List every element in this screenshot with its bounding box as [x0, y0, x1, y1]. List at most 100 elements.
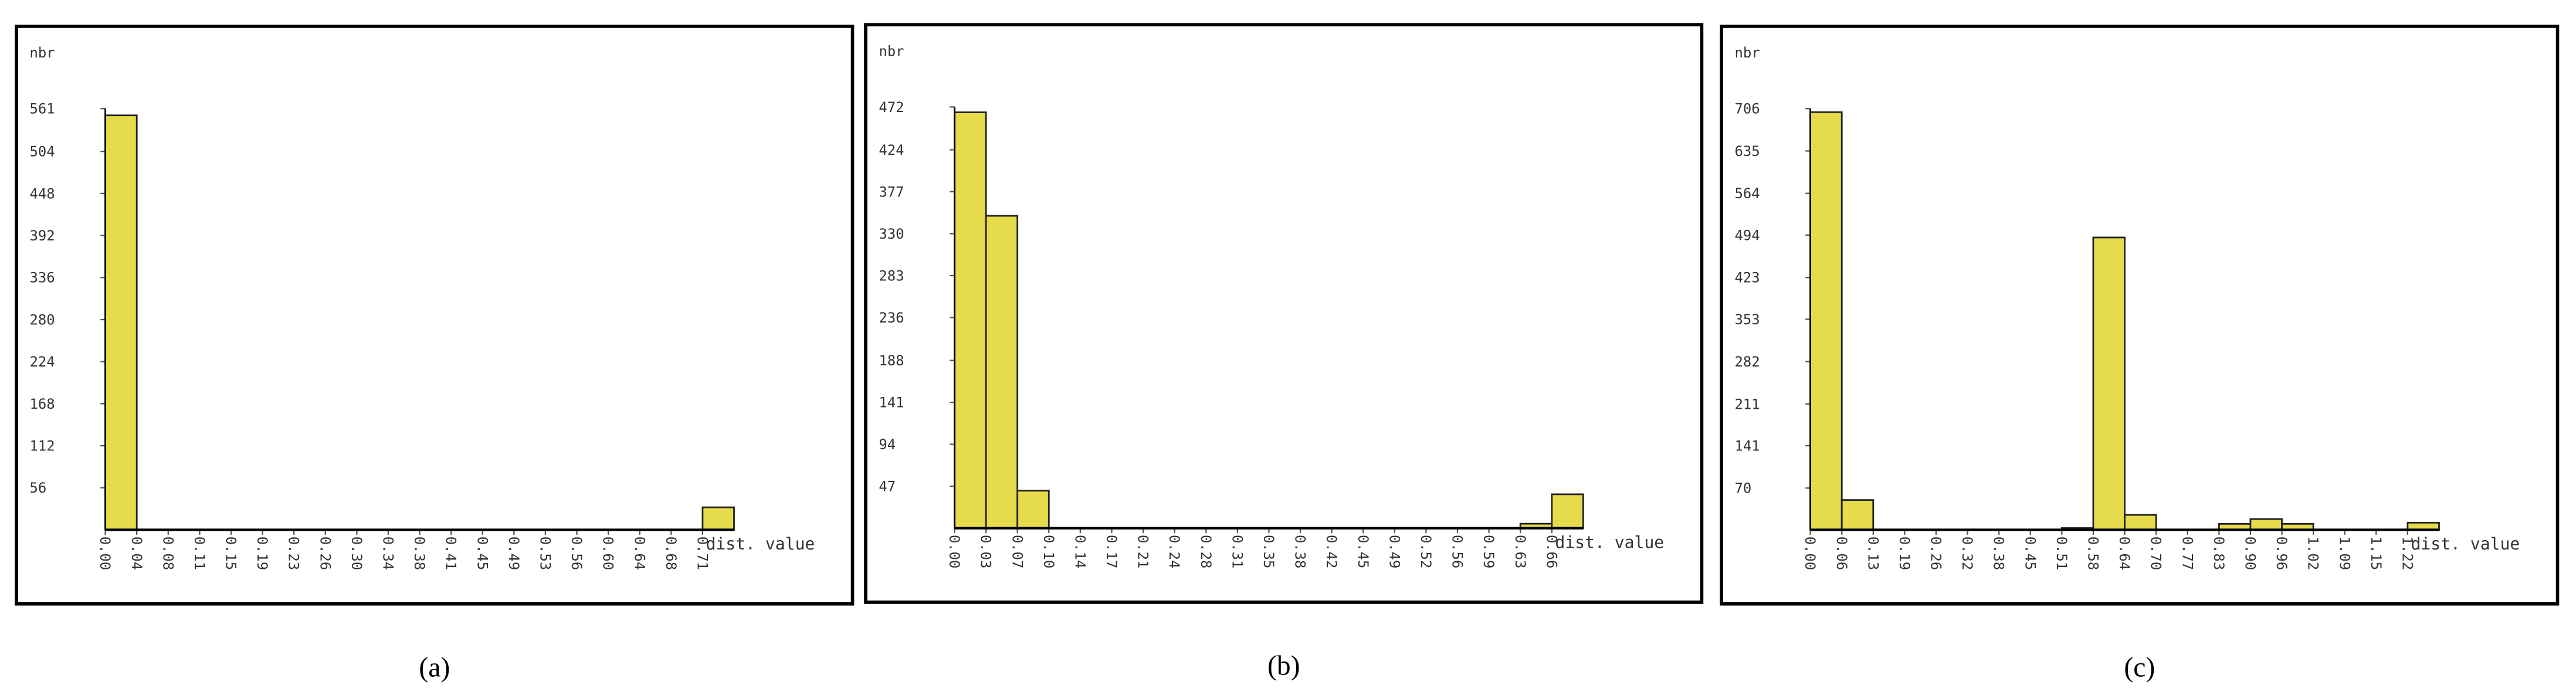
y-tick-label: 168	[30, 396, 55, 412]
bar	[1016, 490, 1050, 530]
x-tick-label: 0.08	[160, 537, 176, 570]
bar	[701, 506, 735, 531]
x-tick-label: 0.83	[2211, 537, 2227, 570]
panel-caption: (a)	[419, 652, 450, 683]
x-tick-label: 0.71	[694, 537, 710, 570]
x-tick-label: 0.49	[506, 537, 522, 570]
y-tick-label: 635	[1735, 143, 1760, 160]
x-tick-label: 0.10	[1040, 535, 1057, 568]
bar	[2092, 236, 2126, 531]
bar	[1809, 111, 1843, 531]
y-tick-label: 47	[879, 479, 896, 495]
y-tick-label: 236	[879, 310, 904, 326]
x-tick-label: 0.24	[1166, 535, 1182, 568]
x-tick-label: 0.32	[1959, 537, 1975, 570]
x-tick-label: 0.04	[128, 537, 145, 570]
x-tick-label: 0.90	[2242, 537, 2259, 570]
y-tick-label: 494	[1735, 227, 1760, 243]
x-tick-label: 0.96	[2273, 537, 2290, 570]
x-tick-label: 0.06	[1833, 537, 1850, 570]
x-tick-label: 0.30	[348, 537, 365, 570]
x-tick-label: 0.77	[2179, 537, 2195, 570]
y-tick-label: 424	[879, 142, 904, 158]
x-tick-label: 0.07	[1009, 535, 1025, 568]
x-tick-label: 0.19	[254, 537, 270, 570]
x-tick-label: 0.68	[663, 537, 679, 570]
y-tick-label: 330	[879, 226, 904, 242]
y-tick-label: 561	[30, 101, 55, 117]
y-tick-label: 336	[30, 270, 55, 286]
x-tick-label: 0.42	[1323, 535, 1340, 568]
y-tick-label: 564	[1735, 185, 1760, 202]
y-tick-label: 504	[30, 144, 55, 160]
x-tick-label: 0.28	[1198, 535, 1214, 568]
y-tick-label: 472	[879, 99, 904, 116]
panel-caption: (c)	[2124, 652, 2155, 683]
x-tick-label: 0.00	[97, 537, 113, 570]
y-tick-label: 392	[30, 228, 55, 244]
x-tick-label: 0.58	[2085, 537, 2102, 570]
x-tick-label: 0.00	[946, 535, 962, 568]
figure-content: nbr 56 112 168 224 280 336 392 448 504 561 0.00 0.04…	[15, 23, 2560, 683]
x-tick-label: 0.21	[1135, 535, 1151, 568]
chart-panel: nbr 47 94 141 188 236 283 330 377 424 472 0.00 0.03 0…	[864, 23, 1704, 681]
x-tick-label: 0.23	[286, 537, 302, 570]
x-tick-label: 0.26	[1928, 537, 1944, 570]
x-tick-label: 0.56	[568, 537, 585, 570]
x-tick-label: 0.38	[1991, 537, 2007, 570]
y-axis-label: nbr	[879, 43, 904, 59]
x-tick-label: 0.14	[1072, 535, 1088, 568]
y-tick-label: 211	[1735, 396, 1760, 412]
y-tick-label: 706	[1735, 101, 1760, 117]
bar	[954, 111, 987, 530]
x-tick-label: 0.35	[1260, 535, 1277, 568]
y-tick-label: 224	[30, 354, 55, 370]
chart-panel: nbr 56 112 168 224 280 336 392 448 504 561 0.00 0.04…	[15, 25, 855, 683]
x-tick-label: 0.03	[978, 535, 994, 568]
bar	[985, 215, 1019, 530]
x-tick-label: 1.22	[2399, 537, 2415, 570]
x-tick-label: 0.38	[1292, 535, 1309, 568]
x-tick-label: 0.13	[1865, 537, 1881, 570]
x-tick-label: 0.45	[474, 537, 490, 570]
x-tick-label: 0.49	[1386, 535, 1402, 568]
x-tick-label: 0.34	[380, 537, 396, 570]
x-tick-label: 0.00	[1802, 537, 1818, 570]
x-tick-label: 0.64	[2116, 537, 2133, 570]
chart-panel: nbr 70 141 211 282 353 423 494 564 635 706 0.00 0.06…	[1720, 25, 2560, 683]
x-tick-label: 0.59	[1480, 535, 1497, 568]
y-tick-label: 141	[879, 395, 904, 411]
y-tick-label: 56	[30, 480, 47, 496]
y-tick-label: 188	[879, 352, 904, 369]
x-tick-label: 0.45	[2022, 537, 2038, 570]
x-tick-label: 0.70	[2148, 537, 2164, 570]
bar	[2124, 514, 2157, 531]
x-tick-label: 0.66	[1543, 535, 1560, 568]
y-tick-label: 141	[1735, 437, 1760, 454]
x-tick-label: 0.64	[631, 537, 648, 570]
x-tick-label: 0.26	[317, 537, 333, 570]
x-tick-label: 0.60	[600, 537, 616, 570]
x-tick-label: 0.45	[1355, 535, 1371, 568]
x-axis-label: dist. value	[2411, 534, 2520, 554]
bar	[1841, 499, 1875, 531]
x-tick-label: 0.63	[1512, 535, 1528, 568]
y-tick-label: 280	[30, 311, 55, 328]
y-tick-label: 94	[879, 436, 896, 453]
bar	[104, 114, 138, 531]
x-tick-label: 0.51	[2053, 537, 2070, 570]
x-axis-label: dist. value	[706, 534, 815, 554]
y-tick-label: 283	[879, 267, 904, 284]
x-tick-label: 1.15	[2368, 537, 2384, 570]
x-tick-label: 0.11	[191, 537, 208, 570]
x-tick-label: 0.38	[411, 537, 428, 570]
x-tick-label: 0.17	[1103, 535, 1120, 568]
x-tick-label: 0.15	[223, 537, 239, 570]
x-tick-label: 1.09	[2336, 537, 2353, 570]
x-tick-label: 0.56	[1449, 535, 1466, 568]
y-tick-label: 423	[1735, 270, 1760, 286]
panel-caption: (b)	[1267, 650, 1300, 681]
y-tick-label: 377	[879, 184, 904, 200]
